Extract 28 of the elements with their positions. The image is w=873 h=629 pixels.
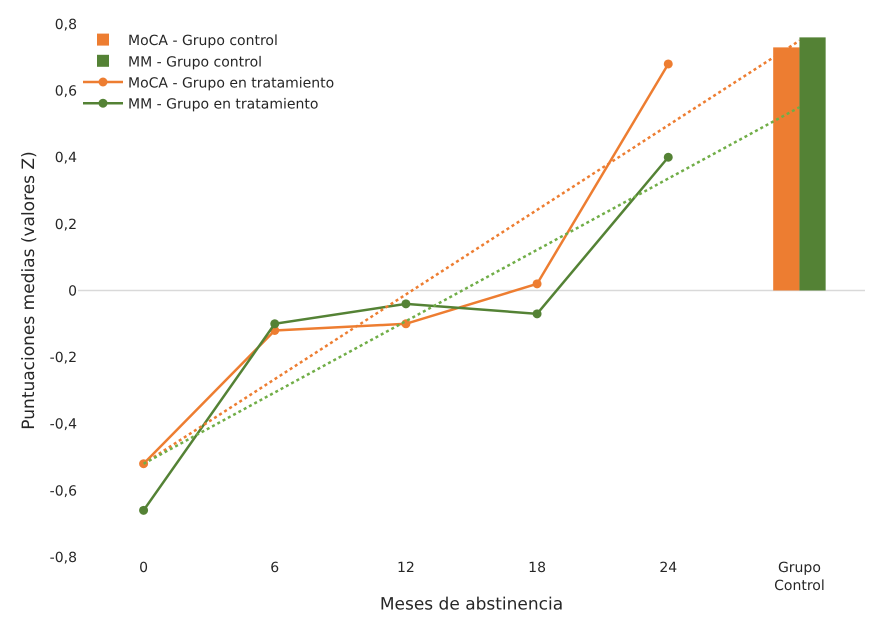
y-axis-title: Puntuaciones medias (valores Z) — [19, 151, 39, 430]
y-tick-label: -0,6 — [50, 483, 78, 500]
point — [532, 309, 542, 318]
legend-label: MoCA - Grupo en tratamiento — [128, 75, 334, 92]
x-tick-label: 12 — [397, 560, 415, 576]
x-tick-label: 0 — [139, 560, 148, 576]
point — [532, 279, 542, 288]
point — [139, 506, 148, 515]
x-tick-label: Grupo Control — [774, 560, 825, 594]
point — [664, 59, 673, 68]
point — [401, 299, 410, 308]
y-tick-label: -0,2 — [50, 350, 77, 366]
y-tick-label: 0 — [68, 283, 77, 300]
legend-label: MoCA - Grupo control — [128, 33, 278, 50]
legend-label: MM - Grupo en tratamiento — [128, 96, 318, 113]
x-tick-label: 6 — [270, 560, 280, 576]
x-axis-title: Meses de abstinencia — [380, 594, 564, 615]
point — [664, 152, 673, 162]
x-tick-label: 24 — [659, 560, 678, 576]
x-tick-label: 18 — [528, 560, 546, 576]
y-tick-label: 0,8 — [54, 16, 77, 33]
y-tick-label: -0,8 — [50, 550, 77, 566]
y-tick-label: 0,2 — [54, 216, 77, 233]
y-tick-label: -0,4 — [50, 416, 78, 433]
y-tick-label: 0,6 — [54, 84, 78, 100]
y-tick-label: 0,4 — [54, 150, 78, 166]
legend-label: MM - Grupo control — [128, 54, 262, 70]
point — [270, 319, 280, 328]
